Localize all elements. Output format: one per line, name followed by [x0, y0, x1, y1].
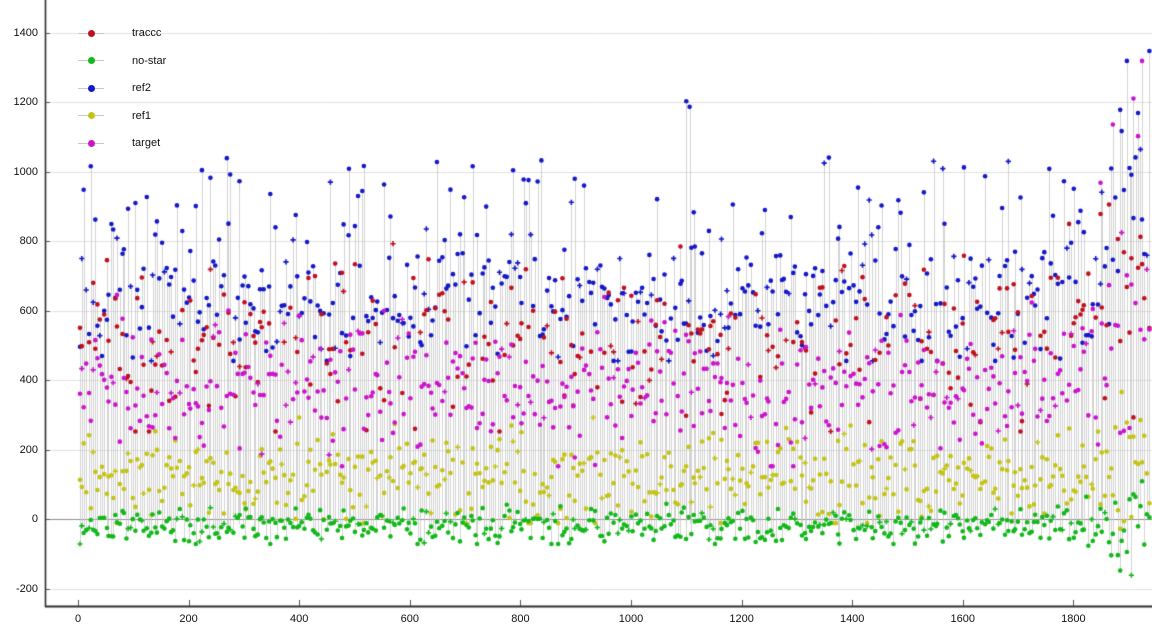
legend-item-no-star: no-star [78, 52, 166, 70]
x-tick-label: 1200 [729, 613, 754, 625]
y-tick-label: 800 [19, 235, 38, 247]
y-tick-label: -200 [15, 582, 38, 595]
legend-item-ref2: ref2 [78, 79, 151, 97]
x-tick-label: 1000 [618, 613, 644, 625]
legend-errorbar-marker-icon [78, 52, 104, 70]
legend-item-target: target [78, 134, 160, 152]
y-tick-label: 200 [19, 443, 38, 456]
x-tick-label: 600 [400, 613, 419, 625]
legend-label: no-star [132, 54, 167, 67]
legend-errorbar-marker-icon [78, 107, 104, 125]
legend-item-traccc: traccc [78, 24, 161, 42]
y-tick-label: 1400 [13, 26, 38, 39]
legend-label: ref1 [132, 109, 151, 122]
x-tick-label: 0 [74, 613, 82, 625]
legend-item-ref1: ref1 [78, 107, 151, 125]
x-tick-label: 1400 [839, 613, 865, 625]
legend-errorbar-marker-icon [78, 134, 104, 152]
legend-errorbar-marker-icon [78, 24, 104, 42]
x-tick-label: 200 [179, 613, 198, 625]
x-tick-label: 1600 [950, 613, 976, 625]
x-tick-label: 400 [290, 613, 309, 625]
legend-label: traccc [132, 27, 162, 39]
legend-label: target [132, 137, 161, 149]
y-tick-label: 1200 [13, 96, 38, 108]
y-tick-label: 0 [31, 513, 38, 525]
y-tick-label: 1000 [13, 165, 38, 178]
y-tick-label: 600 [19, 304, 38, 317]
x-tick-label: 800 [511, 613, 530, 625]
y-tick-label: 400 [19, 374, 38, 386]
legend-label: ref2 [132, 82, 151, 94]
x-tick-label: 1800 [1061, 613, 1086, 625]
legend-errorbar-marker-icon [78, 79, 104, 97]
